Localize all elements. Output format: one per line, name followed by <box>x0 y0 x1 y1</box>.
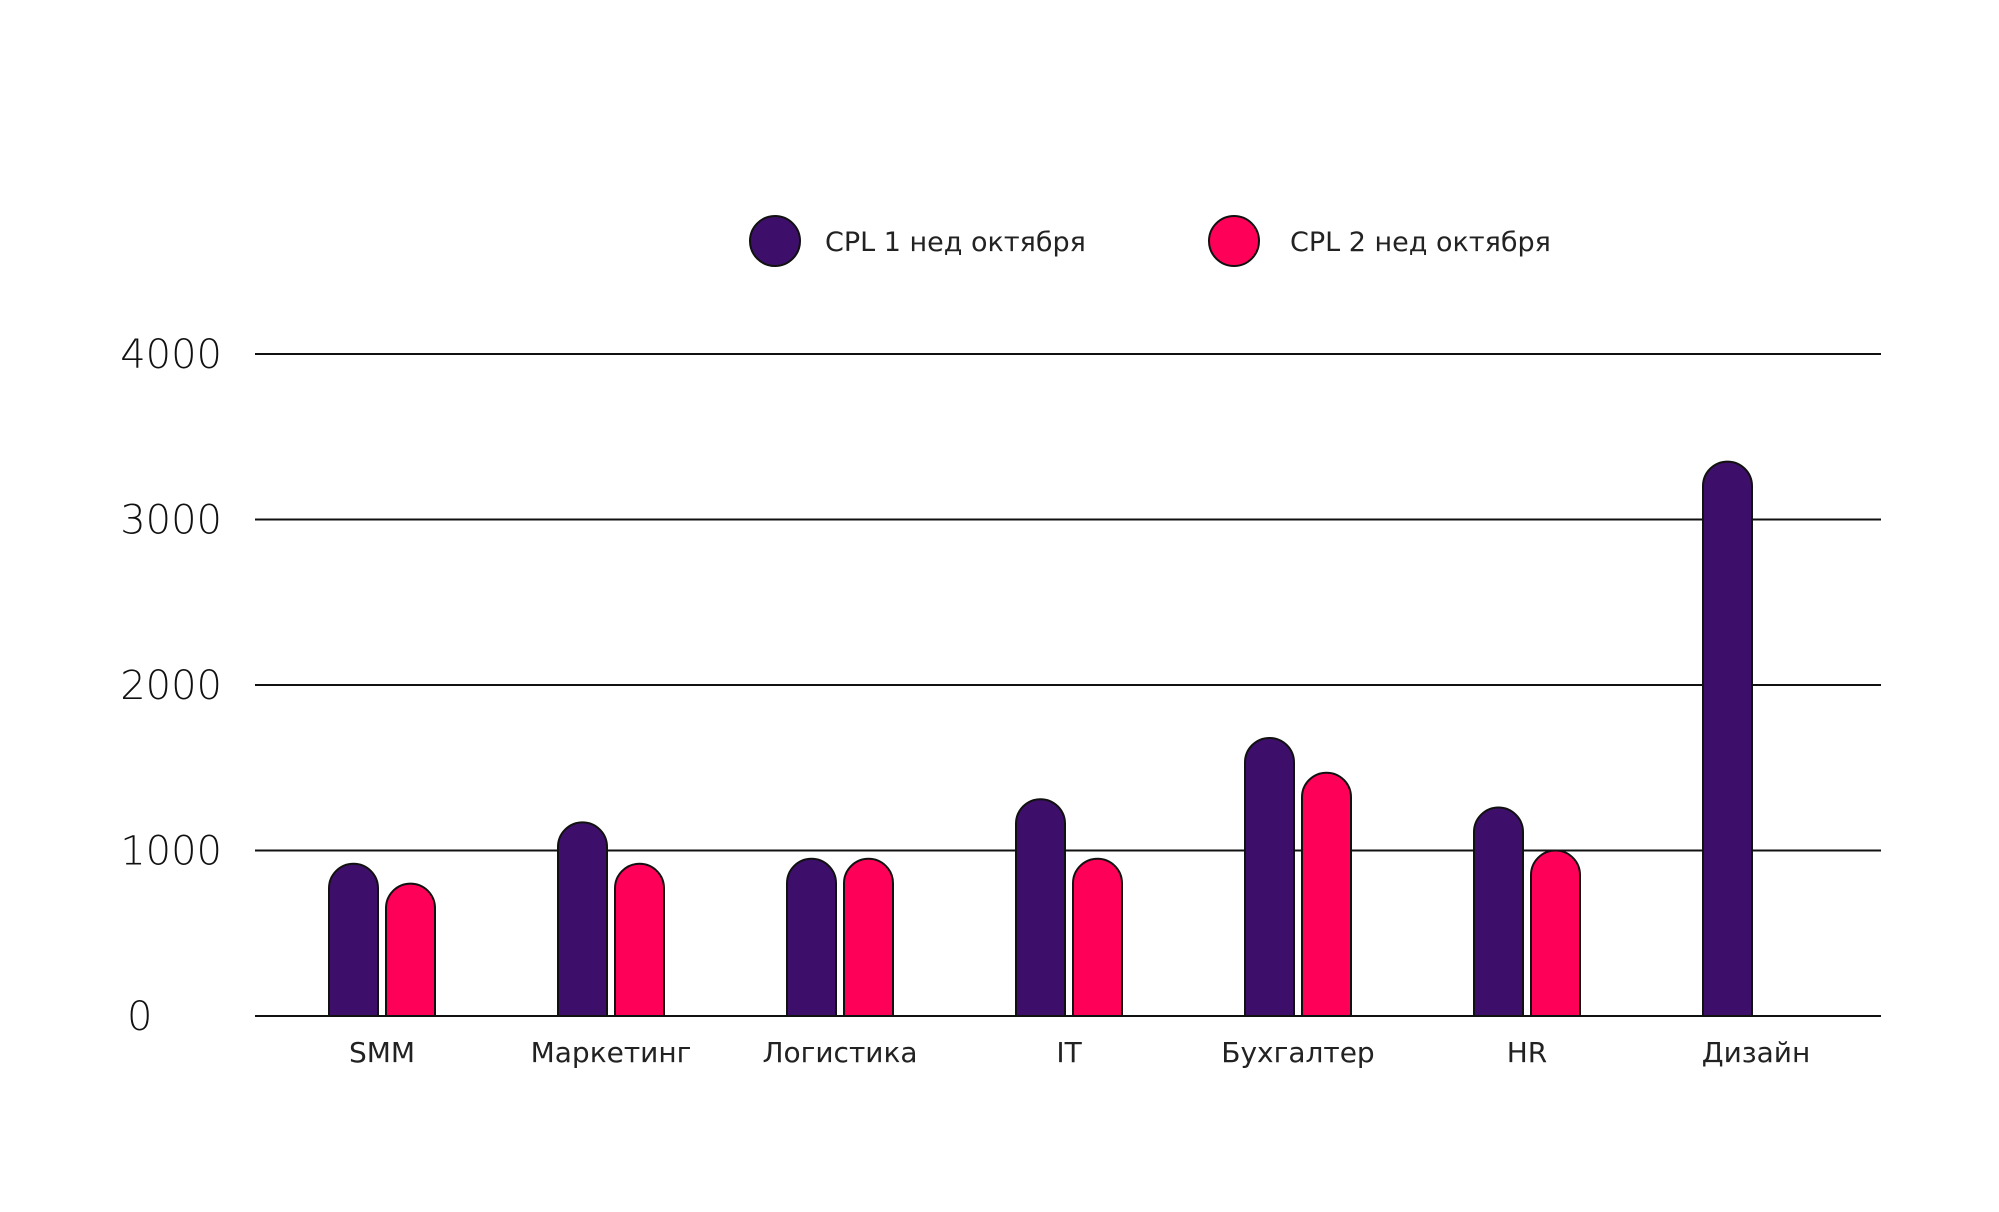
bar-series-1-3 <box>1015 798 1066 1017</box>
x-category-label: Бухгалтер <box>1221 1036 1374 1069</box>
legend-label-series-1: CPL 1 нед октября <box>825 227 1086 258</box>
legend-marker-series-2 <box>1208 215 1260 267</box>
bar-series-1-6 <box>1702 460 1753 1017</box>
bar-series-1-0 <box>328 862 379 1017</box>
legend: CPL 1 нед октября CPL 2 нед октября <box>749 215 1551 267</box>
y-tick-label: 1000 <box>120 829 222 875</box>
y-tick-label: 2000 <box>120 663 222 709</box>
y-tick-label: 4000 <box>120 332 222 378</box>
bar-series-2-0 <box>385 882 436 1017</box>
x-category-label: IT <box>1056 1036 1082 1069</box>
bar-series-1-4 <box>1244 737 1295 1017</box>
x-category-label: Дизайн <box>1702 1036 1811 1069</box>
bar-series-2-3 <box>1072 857 1123 1017</box>
x-category-label: Логистика <box>762 1036 917 1069</box>
bar-series-1-2 <box>786 857 837 1017</box>
bar-series-2-5 <box>1530 849 1581 1017</box>
x-category-label: SMM <box>349 1036 415 1069</box>
bar-series-2-2 <box>843 857 894 1017</box>
x-category-label: HR <box>1507 1036 1548 1069</box>
bar-series-1-1 <box>557 821 608 1017</box>
legend-label-series-2: CPL 2 нед октября <box>1290 227 1551 258</box>
x-category-label: Маркетинг <box>531 1036 692 1069</box>
bar-series-2-1 <box>614 862 665 1017</box>
bar-series-1-5 <box>1473 806 1524 1017</box>
bar-series-2-4 <box>1301 771 1352 1017</box>
y-tick-label: 3000 <box>120 498 222 544</box>
legend-marker-series-1 <box>749 215 801 267</box>
y-tick-label: 0 <box>127 994 152 1040</box>
